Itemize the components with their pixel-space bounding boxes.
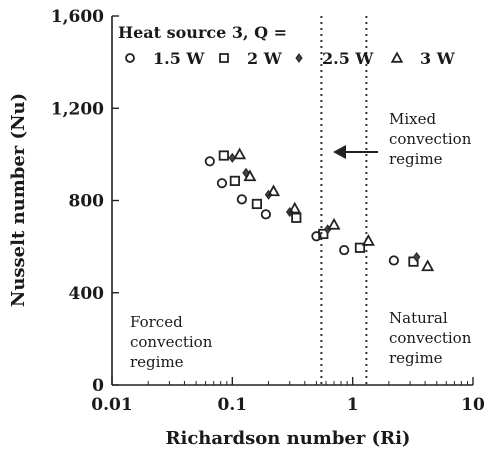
annotation-line: convection [130,333,213,351]
data-point-triangle [421,259,435,272]
y-tick-label: 1,200 [51,99,104,119]
legend: Heat source 3, Q = 1.5 W 2 W 2.5 W 3 W [118,23,456,68]
legend-label: 1.5 W [153,49,205,68]
data-point-circle [339,244,350,256]
legend-marker-diamond [295,53,303,63]
data-point-square [251,198,262,210]
legend-label: 3 W [420,49,456,68]
data-point-square [218,150,229,161]
data-point-triangle [243,169,257,182]
annotation-line: Natural [389,309,448,327]
legend-marker-circle [125,53,135,63]
data-point-circle [216,178,228,189]
y-axis-ticks: 0 400 800 1,200 1,600 [51,7,119,396]
legend-title: Heat source 3, Q = [118,23,287,42]
y-tick-label: 1,600 [51,7,104,27]
data-point-circle [388,255,399,266]
data-point-circle [311,231,322,242]
regime-boundaries [320,16,368,385]
data-point-triangle [267,184,281,197]
data-point-circle [204,156,215,167]
data-point-circle [260,209,271,220]
annotation-line: regime [389,349,443,367]
y-tick-label: 0 [92,376,104,396]
legend-label: 2.5 W [322,49,374,68]
data-point-square [354,242,366,253]
legend-marker-square [219,53,229,63]
annotation-line: convection [389,130,472,148]
data-point-triangle [233,147,247,160]
x-tick-label: 10 [461,395,485,415]
data-point-diamond [412,251,421,263]
annotation-line: regime [130,353,184,371]
x-tick-label: 1 [347,395,359,415]
y-tick-label: 800 [69,192,105,212]
x-axis-title: Richardson number (Ri) [166,428,411,449]
annotation-line: convection [389,329,472,347]
data-point-square [291,212,302,223]
data-point-square [229,175,240,186]
x-tick-label: 0.1 [218,395,248,415]
annotation-arrow-head [333,145,346,159]
annotations: Mixed convection regime Forced convection reg… [130,110,472,371]
x-tick-label: 0.01 [91,395,132,415]
annotation-line: regime [389,150,443,168]
legend-label: 2 W [247,49,283,68]
y-axis-title: Nusselt number (Nu) [8,93,29,307]
data-point-triangle [288,201,302,214]
data-point-triangle [327,217,341,230]
annotation-line: Forced [130,313,183,331]
legend-marker-triangle [390,51,404,63]
data-point-triangle [361,234,375,246]
y-tick-label: 400 [69,284,105,304]
data-point-circle [236,194,247,205]
data-point-diamond [228,152,237,163]
data-points [204,147,435,272]
annotation-line: Mixed [389,110,436,128]
x-axis-ticks: 0.01 0.1 1 10 [91,377,485,415]
